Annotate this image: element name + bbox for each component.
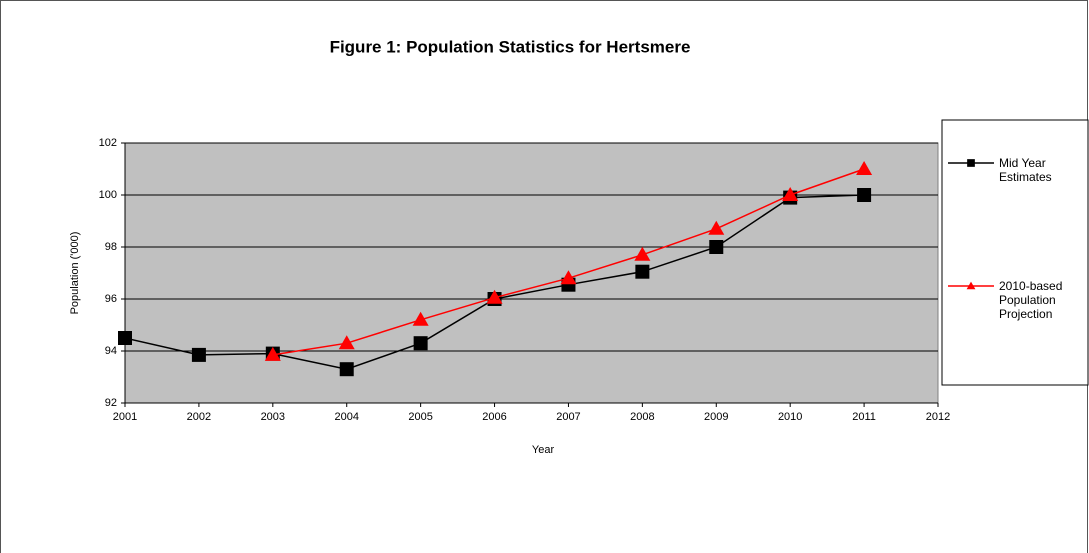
x-tick-label: 2012 [926, 411, 950, 423]
legend-label: 2010-based Population Projection [999, 279, 1063, 321]
y-tick-label: 96 [105, 293, 117, 305]
legend-marker [967, 159, 975, 167]
y-tick-label: 92 [105, 397, 117, 409]
x-tick-label: 2003 [261, 411, 285, 423]
legend-box [941, 119, 1089, 386]
x-tick-label: 2007 [556, 411, 580, 423]
y-tick-label: 94 [105, 345, 117, 357]
marker [191, 347, 206, 362]
x-tick-label: 2001 [113, 411, 137, 423]
marker [412, 311, 429, 326]
marker [856, 161, 873, 175]
y-tick-label: 100 [99, 189, 117, 201]
marker [635, 264, 650, 279]
x-tick-label: 2002 [187, 411, 211, 423]
marker [339, 362, 354, 377]
x-tick-label: 2006 [482, 411, 506, 423]
marker [708, 220, 725, 235]
marker [857, 188, 872, 202]
y-tick-label: 98 [105, 241, 117, 253]
x-tick-label: 2011 [852, 411, 876, 423]
x-tick-label: 2005 [408, 411, 432, 423]
legend-marker [966, 281, 976, 290]
marker [634, 246, 651, 261]
plot-area [124, 142, 939, 404]
x-tick-label: 2009 [704, 411, 728, 423]
marker [709, 240, 724, 254]
marker [560, 270, 577, 285]
y-tick-label: 102 [99, 137, 117, 149]
chart-title: Figure 1: Population Statistics for Hert… [330, 37, 691, 56]
x-tick-label: 2008 [630, 411, 654, 423]
marker [486, 289, 503, 304]
y-axis-label: Population ('000) [69, 232, 81, 315]
x-axis-label: Year [532, 444, 555, 456]
x-tick-label: 2010 [778, 411, 802, 423]
legend-label: Mid Year Estimates [999, 156, 1052, 184]
marker [118, 331, 132, 345]
marker [264, 346, 281, 361]
marker [338, 335, 355, 350]
marker [413, 336, 428, 351]
marker [782, 187, 799, 201]
x-tick-label: 2004 [334, 411, 358, 423]
